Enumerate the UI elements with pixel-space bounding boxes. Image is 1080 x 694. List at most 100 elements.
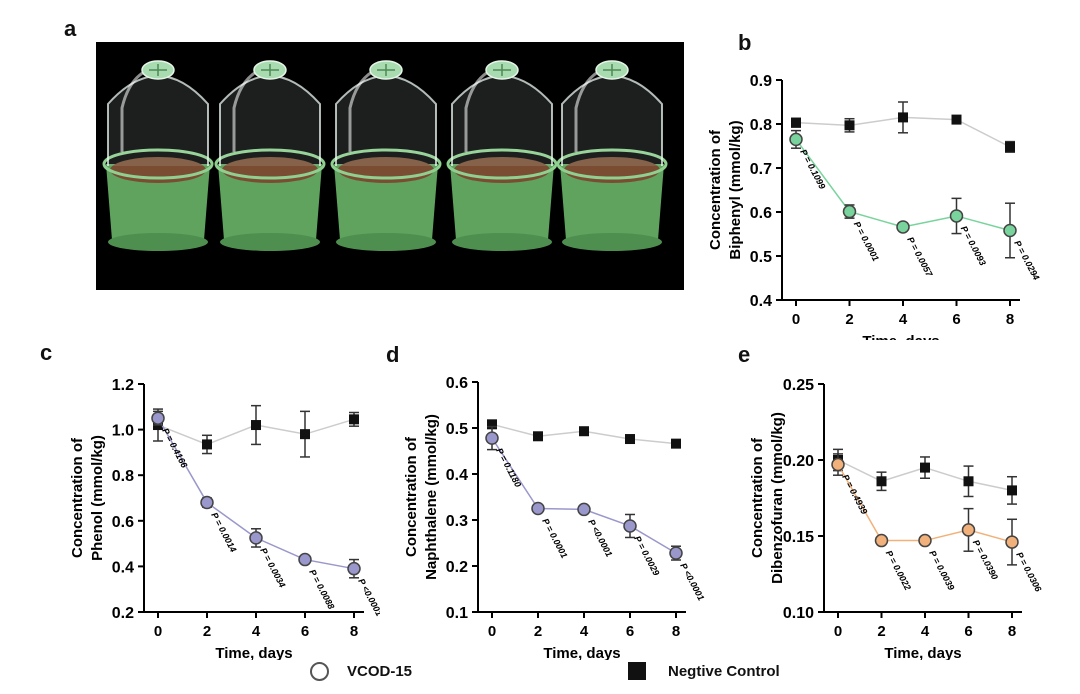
data-point-square [202,439,212,450]
x-tick-label: 6 [301,623,309,640]
p-value-label: P = 0.0001 [852,220,881,263]
y-tick-label: 0.2 [446,559,468,576]
y-tick-label: 0.25 [783,377,814,394]
panel-label-c: c [40,340,53,365]
p-value-label: P = 0.0390 [971,538,1000,581]
series-negative-control [487,419,681,449]
data-point-circle [347,561,361,576]
p-value-label: P = 0.0306 [1014,550,1044,594]
y-tick-label: 0.6 [112,514,134,531]
data-point-square [844,120,855,131]
container-base [560,164,664,246]
data-point-square [898,112,908,123]
p-value-label: P = 0.1099 [798,148,827,191]
data-point-circle [949,209,964,223]
y-axis-label: Phenol (mmol/kg) [89,435,106,561]
data-point-circle [896,220,910,234]
y-tick-label: 0.9 [750,73,772,90]
p-value-label: P = 0.0294 [1012,239,1041,282]
microcosm-container [330,60,442,251]
series-line [795,138,1011,232]
data-point-square [625,434,635,445]
x-tick-label: 2 [845,311,853,328]
dome-highlight [120,70,145,152]
data-point-square [300,429,310,440]
x-tick-label: 2 [203,623,211,640]
y-tick-label: 0.5 [750,249,772,266]
data-point-circle [669,546,683,560]
p-value-label: P = 0.0034 [258,546,287,589]
container-foot [220,233,320,251]
axes: 0.1 0.2 0.3 0.4 0.5 0.6 0 2 4 6 8 Time, days Concent… [403,375,686,660]
x-tick-label: 6 [964,623,972,640]
microcosm-containers-illustration [102,60,668,251]
data-point-circle [623,519,637,533]
panel-label-e: e [738,342,751,367]
p-value-label: P = 0.4939 [840,473,869,516]
filled-square-icon [628,662,646,680]
x-tick-label: 2 [877,623,885,640]
data-point-square [1005,141,1015,152]
container-base [334,164,438,246]
microcosm-container [556,60,668,251]
data-point-circle [200,495,214,510]
y-tick-label: 0.10 [783,605,814,622]
y-tick-label: 0.4 [112,559,134,576]
y-axis-label: Naphthalene (mmol/kg) [423,414,440,580]
data-point-square [920,462,930,473]
p-value-label: P = 0.0022 [884,549,913,592]
p-value-label: P <0.0001 [678,561,706,602]
x-axis-label: Time, days [862,333,939,340]
microcosm-photo [96,42,684,290]
y-tick-label: 0.20 [783,453,814,470]
legend-label-control: Negtive Control [668,662,780,680]
dome-highlight [348,70,373,152]
microcosm-container [214,60,326,251]
y-tick-label: 0.8 [750,117,772,134]
y-tick-label: 0.7 [750,161,772,178]
x-axis-label: Time, days [543,645,620,660]
y-tick-label: 0.5 [446,421,468,438]
chart-dibenzofuran: 0.10 0.15 0.20 0.25 0 2 4 6 8 Time, days Concentra… [749,377,1044,660]
data-point-square [533,431,543,442]
x-tick-label: 4 [252,623,261,640]
data-point-circle [1003,223,1017,238]
data-point-circle [249,531,263,545]
y-tick-label: 0.6 [750,205,772,222]
p-value-label: P = 0.0093 [959,224,988,267]
data-point-square [579,426,589,437]
container-rim [214,148,326,180]
p-value-label: P = 0.0014 [209,511,238,554]
y-tick-label: 1.0 [112,423,134,440]
x-tick-label: 8 [1008,623,1016,640]
p-value-label: P = 0.0088 [307,568,336,611]
container-rim [102,148,214,180]
legend-item-vcod: VCOD-15 [310,662,412,681]
y-tick-label: 0.4 [750,293,772,310]
x-tick-label: 2 [534,623,542,640]
p-value-label: P = 0.0029 [632,534,661,577]
series-vcod-15 [151,410,361,579]
data-point-circle [789,132,803,147]
dome-highlight [232,70,257,152]
axes: 0.10 0.15 0.20 0.25 0 2 4 6 8 Time, days Concentra… [749,377,1022,660]
y-tick-label: 0.1 [446,605,468,622]
y-tick-label: 0.6 [446,375,468,392]
panel-label-a: a [64,16,77,41]
x-axis-label: Time, days [884,645,961,660]
data-point-circle [531,501,545,516]
y-tick-label: 1.2 [112,377,134,394]
container-foot [452,233,552,251]
panel-label-b: b [738,30,752,55]
p-value-label: P = 0.4166 [160,426,190,470]
data-point-circle [151,411,165,425]
data-point-circle [874,533,889,548]
open-circle-icon [310,662,329,681]
data-point-square [251,420,261,431]
microcosm-container [446,60,558,251]
data-point-square [876,476,887,487]
y-tick-label: 0.3 [446,513,468,530]
x-tick-label: 4 [580,623,589,640]
data-point-circle [961,523,976,537]
x-tick-label: 8 [672,623,680,640]
